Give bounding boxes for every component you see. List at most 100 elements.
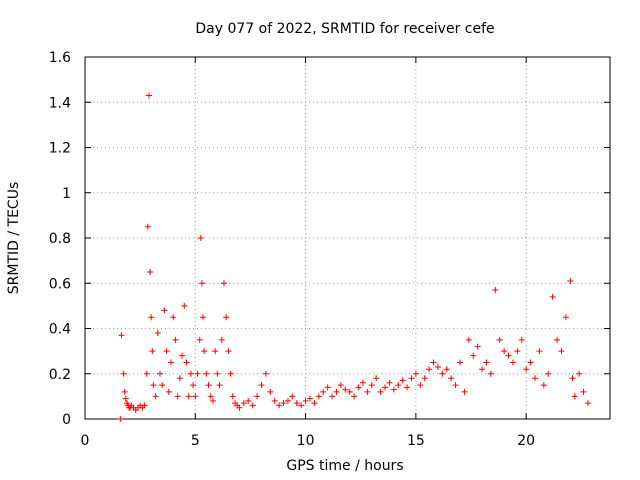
data-point	[161, 307, 168, 314]
data-point	[298, 402, 305, 409]
data-point	[289, 393, 296, 400]
data-point	[408, 375, 415, 382]
x-tick-label: 0	[81, 433, 90, 449]
data-point	[412, 370, 419, 377]
data-point	[168, 359, 175, 366]
y-tick-label: 1.6	[49, 50, 71, 66]
data-point	[280, 400, 287, 407]
data-point	[479, 366, 486, 373]
data-points	[117, 92, 591, 422]
data-point	[190, 382, 197, 389]
data-point	[157, 370, 163, 377]
data-point	[584, 400, 591, 407]
data-point	[154, 330, 161, 337]
data-point	[145, 92, 152, 99]
y-tick-label: 0.4	[49, 322, 71, 338]
data-point	[549, 293, 556, 300]
data-point	[439, 370, 446, 377]
data-point	[329, 393, 336, 400]
y-tick-label: 0.6	[49, 276, 71, 292]
data-point	[527, 359, 534, 366]
data-point	[470, 352, 477, 359]
data-point	[571, 393, 578, 400]
data-point	[227, 370, 234, 377]
data-point	[148, 314, 155, 321]
data-point	[218, 336, 225, 343]
y-tick-label: 1	[62, 186, 71, 202]
data-point	[390, 386, 397, 393]
data-point	[203, 370, 210, 377]
data-point	[377, 388, 384, 395]
data-point	[492, 287, 499, 294]
x-tick-label: 20	[517, 433, 535, 449]
data-point	[351, 393, 358, 400]
data-point	[364, 388, 371, 395]
data-point	[487, 370, 494, 377]
data-point	[404, 384, 411, 391]
data-point	[209, 397, 216, 404]
data-point	[147, 268, 154, 275]
data-point	[284, 397, 291, 404]
data-point	[159, 382, 166, 389]
data-point	[249, 402, 256, 409]
data-point	[225, 348, 232, 355]
data-point	[236, 404, 243, 411]
data-point	[198, 280, 205, 287]
data-point	[120, 370, 127, 377]
data-point	[496, 336, 503, 343]
data-point	[194, 370, 201, 377]
data-point	[324, 384, 331, 391]
data-point	[141, 402, 148, 409]
data-point	[271, 397, 278, 404]
data-point	[554, 336, 561, 343]
data-point	[545, 370, 552, 377]
data-point	[461, 388, 468, 395]
data-point	[216, 382, 223, 389]
data-point	[483, 359, 490, 366]
data-point	[150, 382, 157, 389]
data-point	[421, 375, 428, 382]
y-tick-label: 1.2	[49, 141, 71, 157]
data-point	[576, 370, 583, 377]
data-point	[121, 388, 128, 395]
data-point	[245, 397, 252, 404]
data-point	[143, 370, 150, 377]
data-point	[359, 379, 366, 386]
data-point	[302, 397, 309, 404]
data-point	[163, 348, 170, 355]
data-point	[207, 393, 214, 400]
data-point	[346, 388, 353, 395]
data-point	[514, 348, 521, 355]
y-tick-label: 0	[62, 412, 71, 428]
data-point	[540, 382, 547, 389]
data-point	[118, 332, 125, 339]
data-point	[474, 343, 481, 350]
data-point	[200, 314, 207, 321]
data-point	[185, 393, 192, 400]
data-point	[122, 395, 129, 402]
data-point	[558, 348, 565, 355]
data-point	[165, 388, 172, 395]
data-point	[509, 359, 516, 366]
data-point	[315, 393, 322, 400]
data-point	[342, 386, 349, 393]
data-point	[223, 314, 230, 321]
data-point	[144, 223, 151, 230]
data-point	[386, 379, 393, 386]
y-tick-label: 0.2	[49, 367, 71, 383]
data-point	[465, 336, 472, 343]
data-point	[276, 402, 283, 409]
data-point	[443, 366, 450, 373]
plot-frame	[84, 56, 611, 420]
data-point	[258, 382, 265, 389]
data-point	[580, 388, 587, 395]
data-point	[368, 382, 375, 389]
data-point	[229, 393, 236, 400]
data-point	[174, 393, 181, 400]
x-tick-label: 5	[191, 433, 200, 449]
data-point	[532, 375, 538, 382]
data-point	[333, 388, 340, 395]
data-point	[179, 352, 186, 359]
data-point	[205, 382, 212, 389]
axis-ticks: 0 0.2 0.4 0.6 0.8 1 1.2 1.4 1.6 0 5 10 15 20	[49, 50, 610, 449]
